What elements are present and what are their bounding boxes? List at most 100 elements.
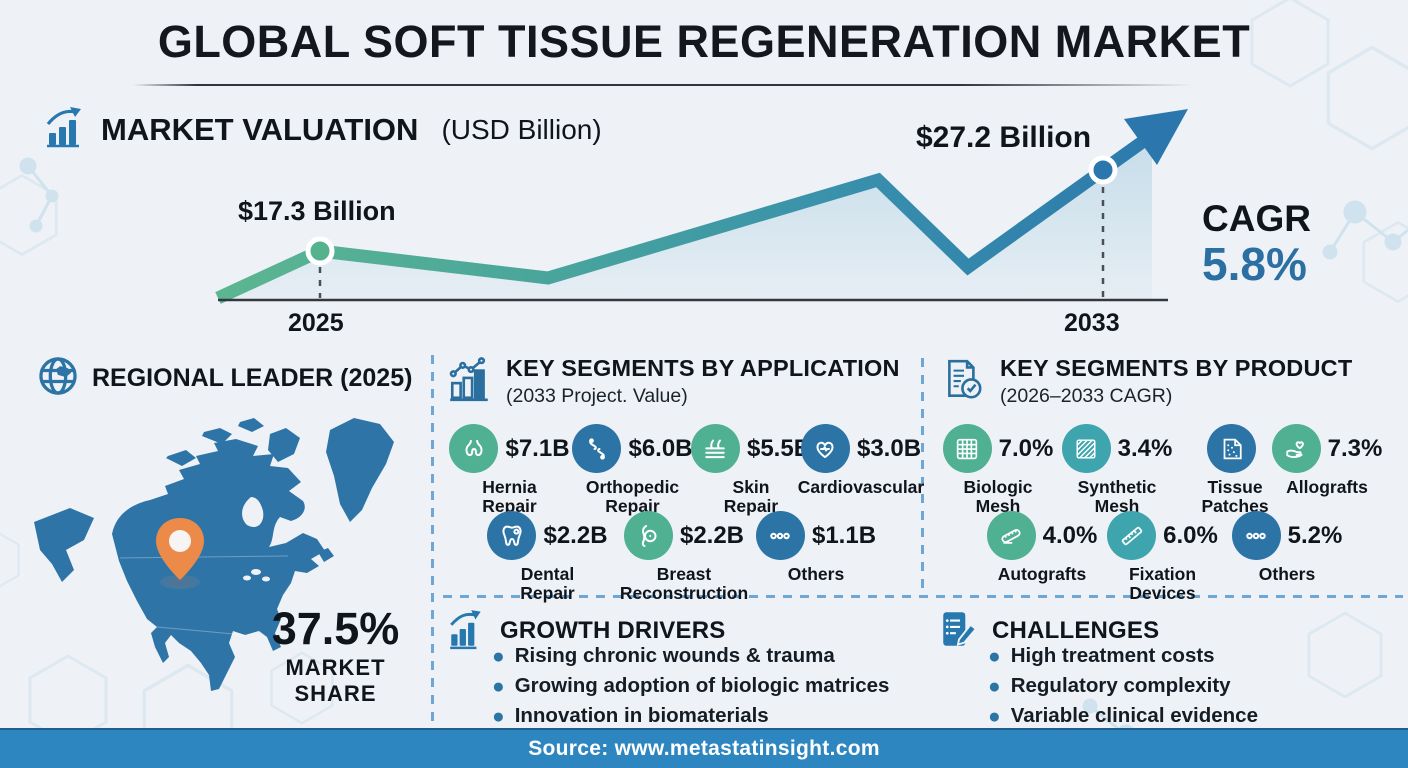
segment-biologic-mesh: 7.0% Biologic Mesh [942,424,1054,516]
biologic-mesh-icon [942,424,992,473]
tissue-patches-icon [1207,424,1256,473]
segments-product-title: KEY SEGMENTS BY PRODUCT [1000,355,1353,381]
market-valuation-unit: (USD Billion) [441,113,602,145]
list-item: ● Growing adoption of biologic matrices [492,674,889,699]
segment-value: $5.5B [746,434,812,462]
market-share-label: MARKET SHARE [285,655,386,706]
segment-label: Synthetic Mesh [1077,477,1157,516]
segment-value: $6.0B [628,434,693,462]
segment-value: 7.3% [1327,434,1383,462]
orthopedic-repair-icon [572,424,622,473]
segment-label: Autografts [997,564,1087,584]
segment-value: $3.0B [856,434,922,462]
bullet-dot: ● [988,645,1001,668]
globe-icon [36,354,80,403]
segment-value: 5.2% [1287,521,1343,549]
list-item: ● High treatment costs [988,644,1258,669]
segment-value: $1.1B [811,521,877,549]
segment-breast-reconstruction: $2.2B Breast Reconstruction [608,511,760,603]
market-share-value: 37.5% [271,603,400,654]
segment-label: Others [787,564,845,584]
growth-bars-arrow-icon [446,608,488,655]
market-valuation-trend-chart [215,109,1188,304]
cagr-value: 5.8% [1202,238,1307,290]
location-pin-icon [156,518,204,580]
segment-skin-repair: $5.5B Skin Repair [690,424,811,516]
segment-fixation-devices: 6.0% Fixation Devices [1105,511,1220,603]
bar-chart-arrow-icon [42,104,88,155]
bullet-dot: ● [988,705,1001,729]
segment-label: Allografts [1286,477,1368,497]
challenge-text: Regulatory complexity [1010,674,1231,698]
autografts-icon [986,511,1036,560]
growth-driver-text: Growing adoption of biologic matrices [514,674,890,698]
growth-driver-text: Rising chronic wounds & trauma [514,644,835,667]
segment-label: Orthopedic Repair [585,477,680,516]
start-year-tick: 2025 [288,309,344,337]
segments-product-heading: KEY SEGMENTS BY PRODUCT (2026–2033 CAGR) [940,355,1353,409]
segment-label: Fixation Devices [1128,564,1197,603]
segment-value: 7.0% [998,434,1054,462]
segment-value: $7.1B [505,434,570,462]
growth-driver-text: Innovation in biomaterials [514,704,769,728]
segment-synthetic-mesh: 3.4% Synthetic Mesh [1058,424,1176,516]
cardiovascular-icon [800,424,850,473]
segment-application-others: $1.1B Others [755,511,876,584]
segments-application-title: KEY SEGMENTS BY APPLICATION [506,355,900,381]
segment-allografts: 7.3% Allografts [1262,424,1392,497]
segment-label: Tissue Patches [1201,477,1269,516]
end-value-label: $27.2 Billion [916,121,1092,154]
segment-value: 4.0% [1042,521,1098,549]
list-item: ● Regulatory complexity [988,674,1258,699]
growth-drivers-title: GROWTH DRIVERS [500,617,726,645]
list-item: ● Variable clinical evidence [988,704,1258,729]
chart-bars-line-icon [446,356,494,409]
source-footer: Source: www.metastatinsight.com [0,728,1408,768]
source-text: Source: www.metastatinsight.com [528,737,880,760]
bullet-dot: ● [492,675,505,699]
segment-label: Others [1258,564,1316,584]
segments-application-subtitle: (2033 Project. Value) [506,384,688,407]
segment-hernia-repair: $7.1B Hernia Repair [449,424,570,516]
clipboard-pencil-icon [938,608,980,655]
others-icon [755,511,805,560]
market-valuation-title: MARKET VALUATION [101,111,419,147]
bullet-dot: ● [492,705,505,729]
list-item: ● Rising chronic wounds & trauma [492,644,889,669]
segment-label: Skin Repair [723,477,779,516]
market-share-block: 37.5% MARKET SHARE [253,606,418,707]
segment-label: Breast Reconstruction [619,564,749,603]
end-year-tick: 2033 [1064,309,1120,337]
document-check-icon [940,356,988,409]
segment-label: Cardiovascular [797,477,925,497]
north-america-map [34,418,394,691]
title-divider [133,84,1193,86]
segment-orthopedic-repair: $6.0B Orthopedic Repair [570,424,695,516]
synthetic-mesh-icon [1061,424,1111,473]
segment-cardiovascular: $3.0B Cardiovascular [798,424,924,497]
start-value-label: $17.3 Billion [238,196,396,226]
others-icon [1231,511,1281,560]
segment-value: 3.4% [1117,434,1173,462]
page-title: GLOBAL SOFT TISSUE REGENERATION MARKET [157,16,1251,67]
marker-2033 [1088,155,1118,185]
bullet-dot: ● [988,675,1001,699]
segments-application-heading: KEY SEGMENTS BY APPLICATION (2033 Projec… [446,355,900,409]
vertical-divider-left [431,355,434,725]
segments-product-subtitle: (2026–2033 CAGR) [1000,384,1173,407]
challenges-title: CHALLENGES [992,617,1160,645]
challenges-list: ● High treatment costs ● Regulatory comple… [988,644,1258,735]
skin-repair-icon [690,424,740,473]
segment-product-others: 5.2% Others [1231,511,1343,584]
breast-reconstruction-icon [623,511,673,560]
segment-label: Dental Repair [520,564,575,603]
vertical-divider-middle [921,358,924,595]
challenge-text: Variable clinical evidence [1010,704,1258,728]
segment-tissue-patches: Tissue Patches [1192,424,1278,516]
regional-leader-heading: REGIONAL LEADER (2025) [36,354,412,403]
segment-value: $2.2B [679,521,745,549]
challenges-heading: CHALLENGES [938,608,1159,655]
cagr-label: CAGR [1202,198,1311,239]
segment-label: Hernia Repair [482,477,537,516]
